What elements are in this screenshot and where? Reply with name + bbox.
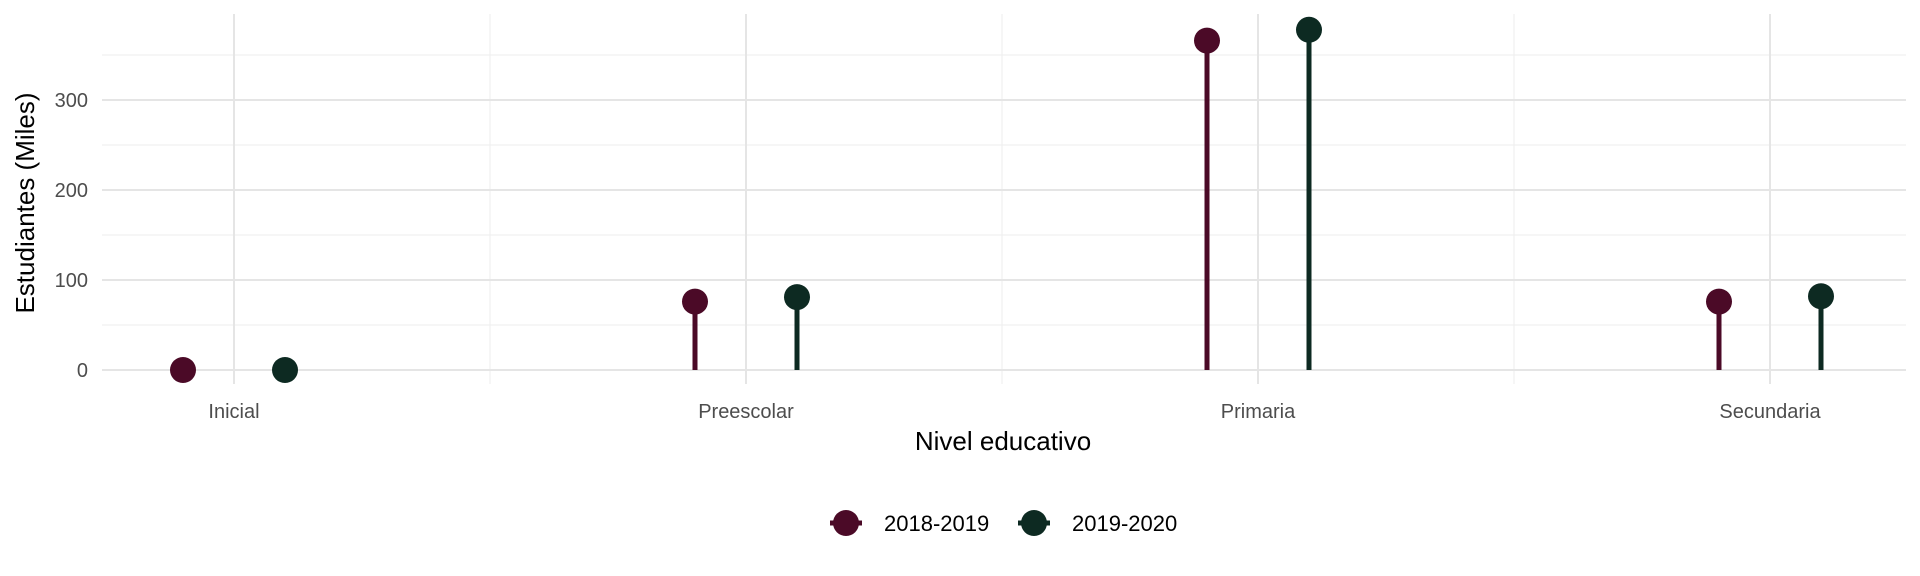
lollipop-point (1706, 288, 1732, 315)
lollipop-point (682, 288, 708, 315)
y-tick-label: 100 (55, 270, 88, 292)
lollipop-point (272, 357, 298, 383)
y-tick-label: 300 (55, 90, 88, 112)
x-axis-ticks: Inicial Preescolar Primaria Secundaria (208, 401, 1821, 423)
lollipop-point (1296, 16, 1322, 43)
x-tick-label: Inicial (208, 401, 259, 423)
lollipop-point (1194, 27, 1220, 54)
legend-key-point (833, 510, 859, 536)
y-tick-label: 200 (55, 180, 88, 202)
grid (102, 14, 1906, 384)
x-axis-title: Nivel educativo (915, 426, 1091, 456)
x-tick-label: Secundaria (1719, 401, 1821, 423)
lollipop-point (1808, 283, 1834, 310)
y-tick-label: 0 (77, 360, 88, 382)
lollipop-stems (692, 29, 1824, 370)
lollipop-point (170, 357, 196, 383)
legend-label: 2019-2020 (1072, 511, 1177, 536)
lollipop-point (784, 284, 810, 311)
y-axis-ticks: 0 100 200 300 (55, 90, 88, 382)
x-tick-label: Preescolar (698, 401, 794, 423)
legend-key-point (1021, 510, 1047, 536)
x-tick-label: Primaria (1221, 401, 1296, 423)
legend: 2018-2019 2019-2020 (830, 510, 1177, 536)
lollipop-points (170, 16, 1834, 383)
y-axis-title: Estudiantes (Miles) (10, 92, 40, 313)
legend-label: 2018-2019 (884, 511, 989, 536)
